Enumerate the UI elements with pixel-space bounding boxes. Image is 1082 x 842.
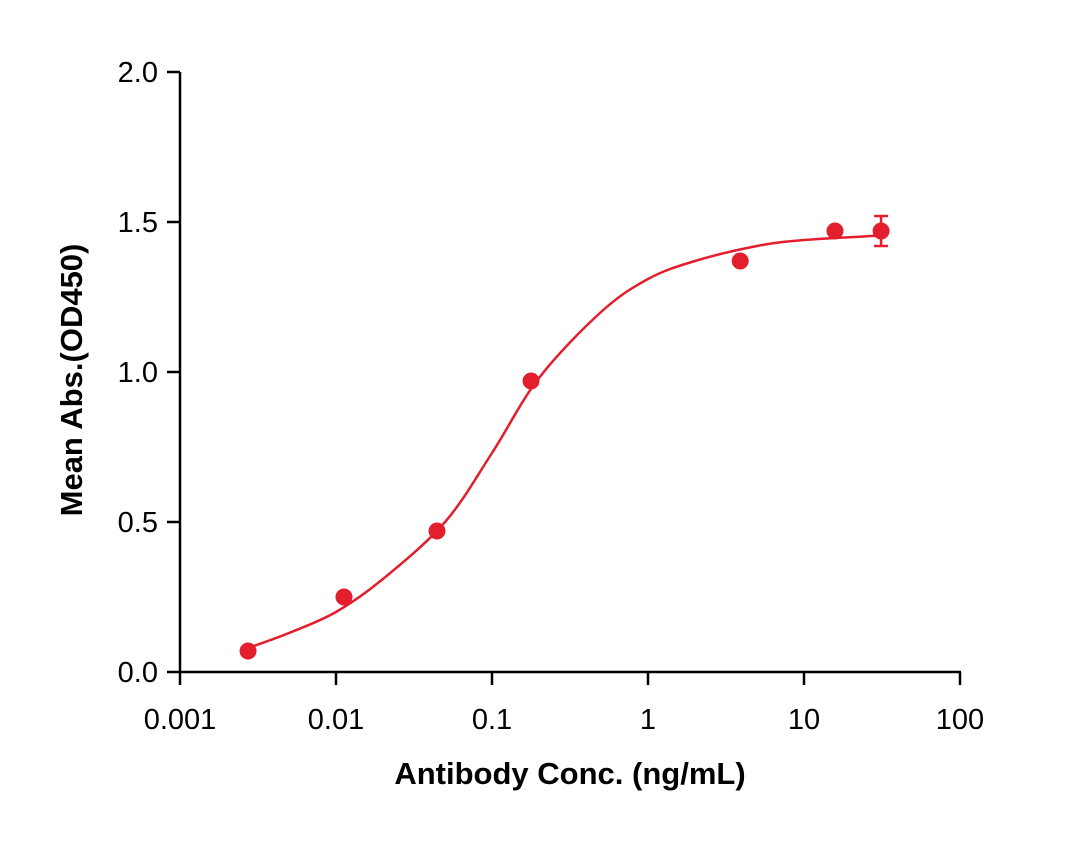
y-tick-label: 2.0	[118, 57, 158, 89]
data-point	[335, 588, 353, 606]
y-tick-label: 1.0	[118, 357, 158, 389]
data-point	[731, 252, 749, 270]
x-tick-label: 0.1	[472, 704, 512, 736]
y-tick-label: 1.5	[118, 207, 158, 239]
x-tick-label: 0.01	[308, 704, 364, 736]
data-point	[872, 222, 890, 240]
x-tick-label: 0.001	[144, 704, 217, 736]
data-point	[826, 222, 844, 240]
data-point	[522, 372, 540, 390]
data-point	[428, 522, 446, 540]
data-point	[239, 642, 257, 660]
y-tick-label: 0.0	[118, 657, 158, 689]
y-tick-label: 0.5	[118, 507, 158, 539]
fit-curve	[247, 234, 882, 650]
y-axis-title: Mean Abs.(OD450)	[54, 244, 89, 517]
x-tick-label: 1	[640, 704, 656, 736]
x-tick-label: 10	[788, 704, 820, 736]
x-tick-label: 100	[936, 704, 984, 736]
x-axis-title: Antibody Conc. (ng/mL)	[394, 756, 745, 791]
